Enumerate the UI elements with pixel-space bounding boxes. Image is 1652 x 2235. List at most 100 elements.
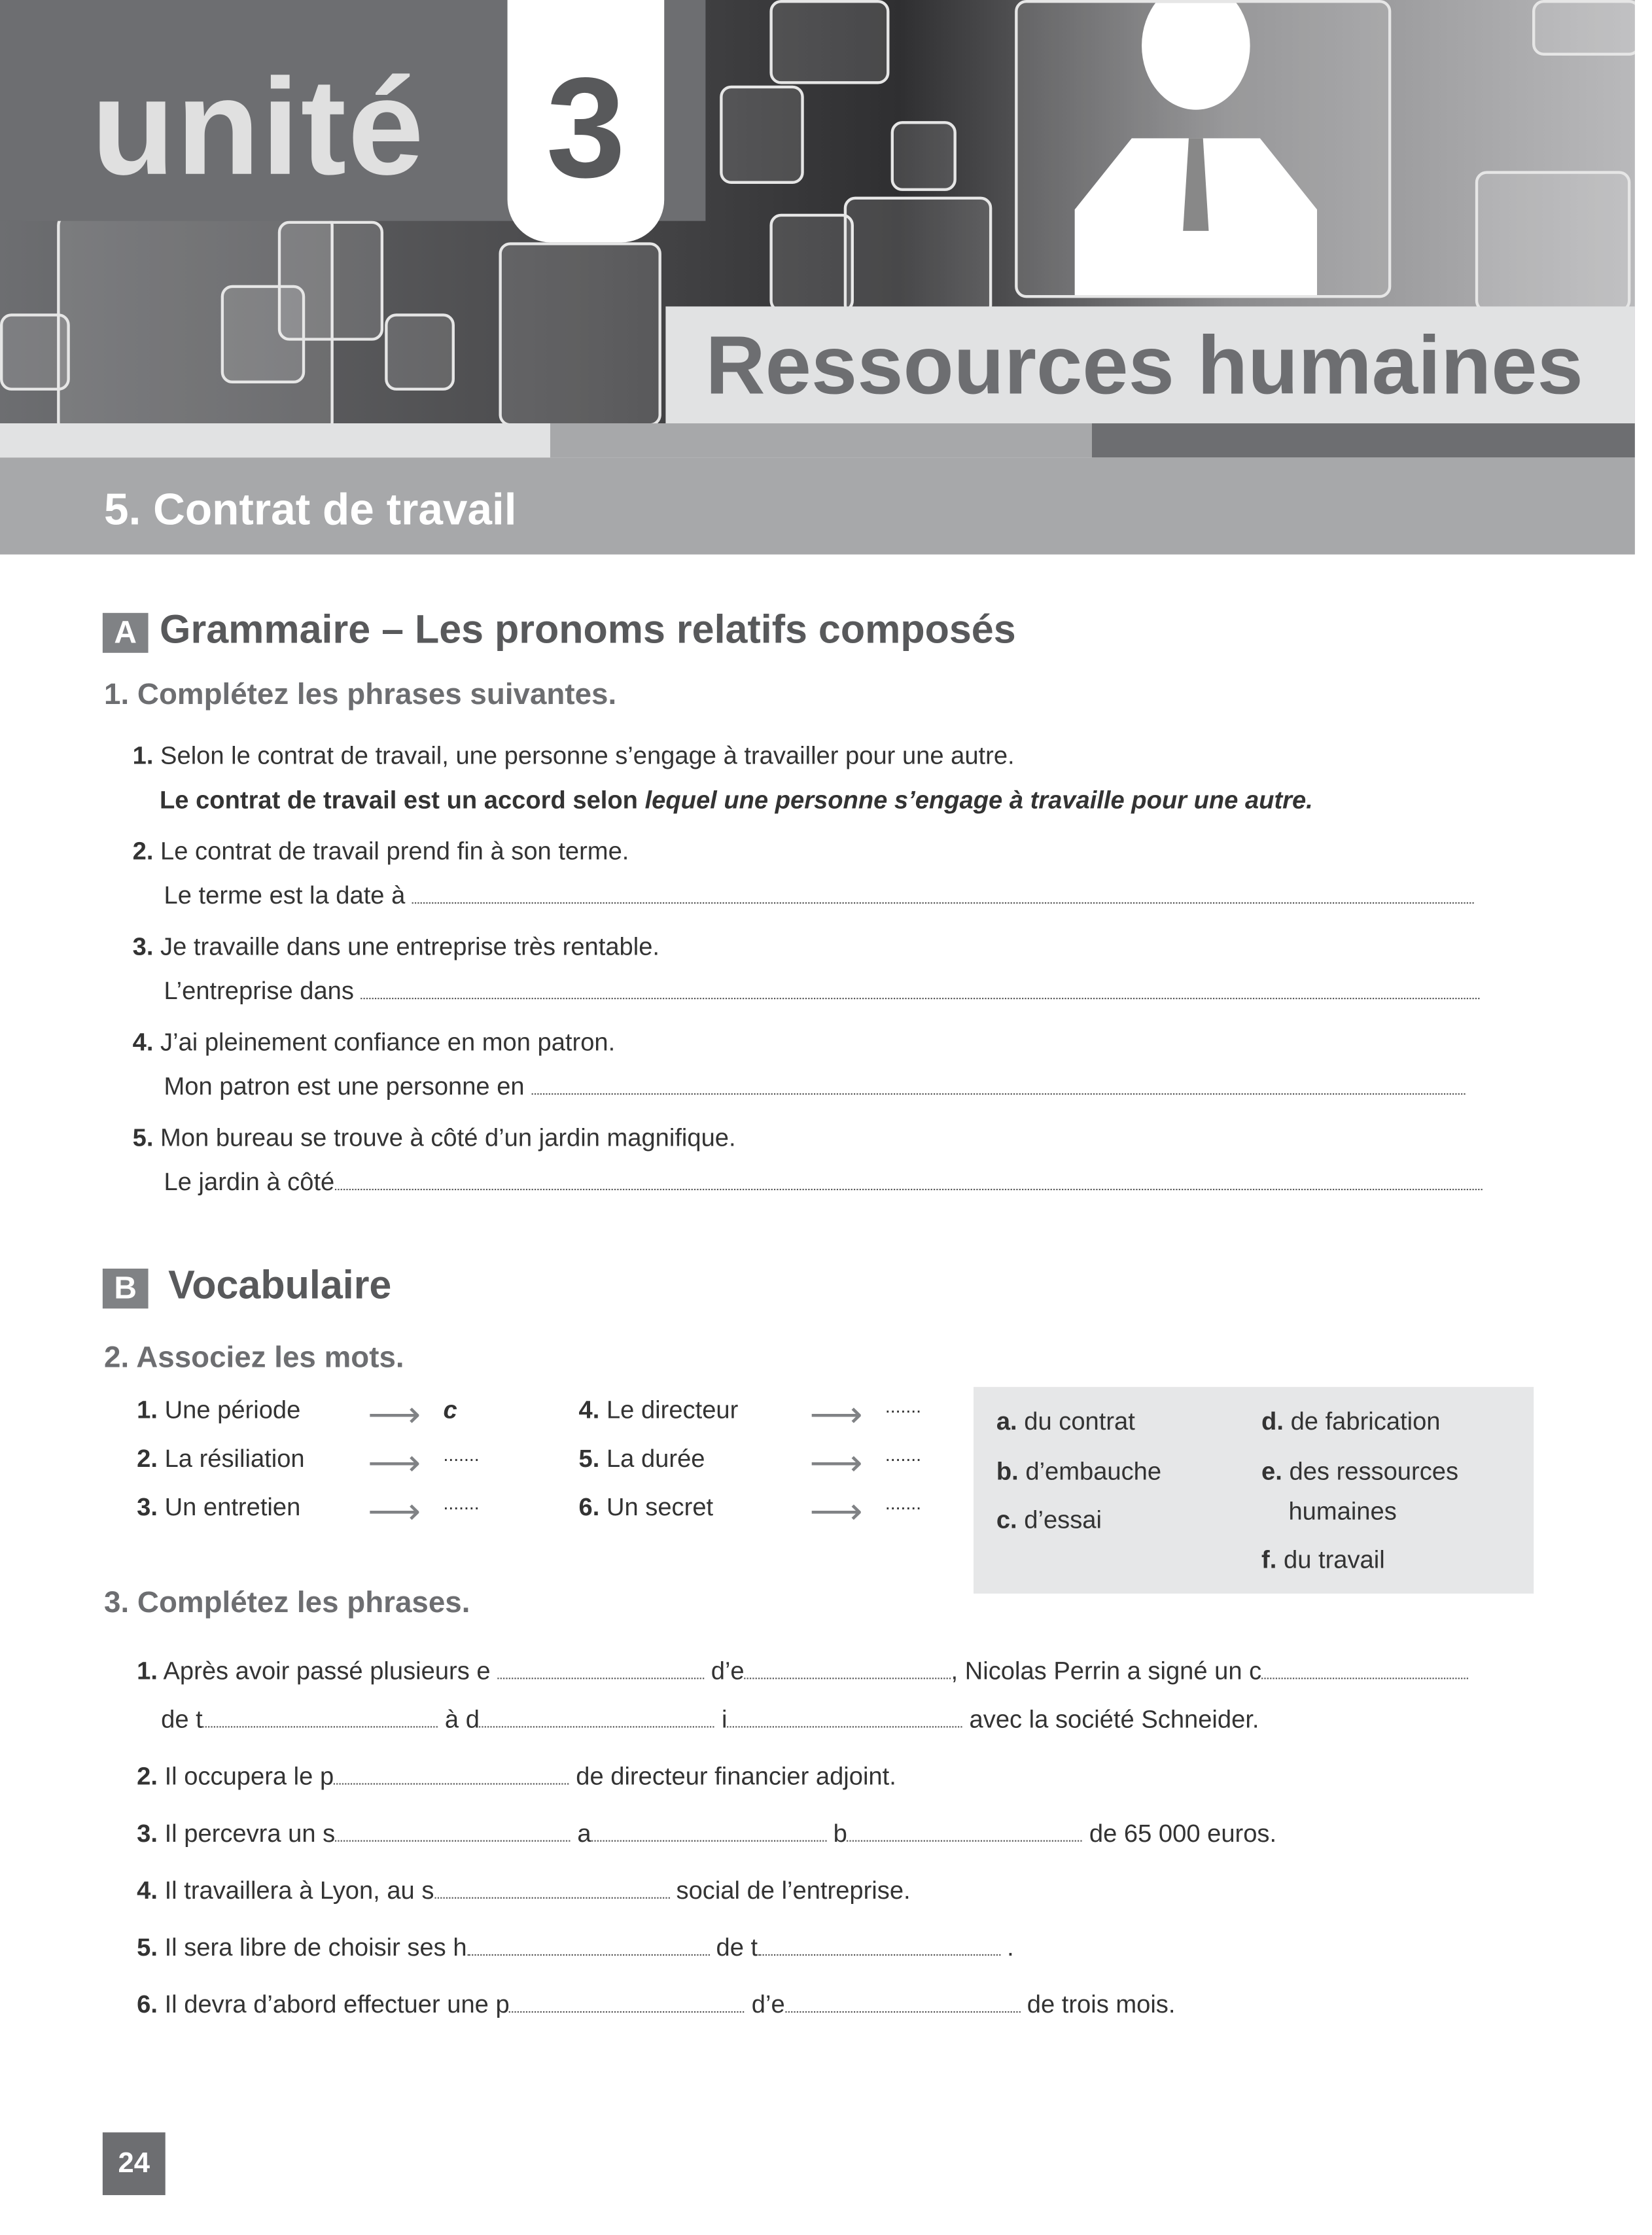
option-letter: e. <box>1261 1456 1282 1486</box>
answer-line[interactable]: Le jardin à côté <box>164 1167 1483 1197</box>
sentence-part: d’e <box>751 1990 785 2018</box>
lesson-title: 5. Contrat de travail <box>104 484 517 535</box>
option-item: f. du travail <box>1261 1545 1385 1575</box>
sentence-part: Il percevra un s <box>164 1818 336 1848</box>
sentence-part: a <box>577 1818 591 1848</box>
sentence-part: Il travaillera à Lyon, au s <box>164 1876 434 1905</box>
blank-field[interactable] <box>412 902 1475 904</box>
item-number: 3. <box>132 932 154 961</box>
blank-field[interactable] <box>334 1188 1483 1191</box>
sentence-part: de directeur financier adjoint. <box>576 1761 896 1791</box>
option-item: e. des ressources <box>1261 1457 1458 1487</box>
arrow-icon: ⟶ <box>809 1392 863 1435</box>
exercise-item: 1. Selon le contrat de travail, une pers… <box>133 741 1015 771</box>
item-number: 3. <box>137 1818 158 1848</box>
checklist-icon <box>277 220 384 341</box>
sentence-part: de trois mois. <box>1027 1990 1176 2018</box>
option-item: d. de fabrication <box>1261 1407 1440 1437</box>
blank-field[interactable] <box>202 1726 438 1728</box>
answer-line[interactable]: Le terme est la date à <box>164 881 1498 911</box>
sentence-part: b <box>833 1818 847 1848</box>
item-number: 1. <box>132 741 154 770</box>
item-text: La durée <box>606 1443 705 1473</box>
item-text: La résiliation <box>164 1443 305 1473</box>
blank-field[interactable] <box>466 1954 709 1956</box>
sentence-part: Il occupera le p <box>164 1761 334 1791</box>
sentence-part: Il sera libre de choisir ses h <box>164 1933 467 1962</box>
item-number: 3. <box>137 1492 158 1521</box>
item-number: 5. <box>137 1933 158 1962</box>
blank-field[interactable] <box>360 998 1480 1000</box>
person-icon <box>220 285 306 384</box>
handshake-icon <box>0 313 70 391</box>
chart-icon <box>769 213 854 313</box>
fill-sentence: 5. Il sera libre de choisir ses h de t . <box>137 1933 1014 1963</box>
blank-field[interactable] <box>591 1840 827 1842</box>
item-number: 4. <box>132 1027 154 1057</box>
option-text: du travail <box>1283 1545 1385 1574</box>
blank-field[interactable] <box>531 1093 1466 1095</box>
section-badge: B <box>102 1268 149 1309</box>
match-item: 6. Un secret <box>579 1492 714 1522</box>
blank-field[interactable] <box>784 2011 1021 2013</box>
blank-field[interactable] <box>434 1897 669 1899</box>
option-text-continued: humaines <box>1288 1496 1397 1526</box>
bar-chart-icon <box>1532 0 1635 56</box>
unit-word: unité <box>91 51 425 204</box>
blank-field[interactable] <box>1261 1678 1469 1680</box>
match-answer[interactable]: ....... <box>885 1395 922 1417</box>
sentence-part: de t <box>161 1704 203 1734</box>
item-number: 2. <box>132 836 154 866</box>
contract-icon <box>499 242 661 424</box>
answer-line[interactable]: Mon patron est une personne en <box>164 1072 1466 1102</box>
presenter-icon <box>385 313 455 391</box>
option-text: du contrat <box>1024 1407 1135 1435</box>
section-title: Vocabulaire <box>168 1263 392 1307</box>
item-number: 1. <box>137 1395 158 1424</box>
arrow-icon: ⟶ <box>809 1489 863 1532</box>
match-item: 3. Un entretien <box>137 1492 300 1522</box>
match-answer[interactable]: ....... <box>443 1492 480 1514</box>
match-answer[interactable]: ....... <box>885 1443 922 1466</box>
item-number: 5. <box>578 1443 600 1473</box>
blank-field[interactable] <box>509 2011 745 2013</box>
exercise-item: 4. J’ai pleinement confiance en mon patr… <box>133 1028 616 1058</box>
item-number: 6. <box>137 1990 158 2018</box>
option-letter: c. <box>996 1505 1017 1534</box>
match-answer[interactable]: c <box>443 1395 457 1424</box>
lesson-band <box>0 457 1635 555</box>
option-letter: a. <box>996 1407 1017 1435</box>
flag-icon <box>843 196 993 317</box>
sentence-part: . <box>1007 1933 1014 1962</box>
divider-strip <box>1091 423 1635 458</box>
blank-field[interactable] <box>479 1726 715 1728</box>
blank-field[interactable] <box>744 1678 951 1680</box>
blank-field[interactable] <box>727 1726 962 1728</box>
item-text: Un secret <box>606 1492 714 1521</box>
item-prompt: Mon patron est une personne en <box>164 1072 525 1100</box>
match-answer[interactable]: ....... <box>443 1443 480 1466</box>
item-number: 2. <box>137 1443 158 1473</box>
businessman-icon <box>1015 0 1392 298</box>
match-answer[interactable]: ....... <box>885 1492 922 1514</box>
item-sentence: J’ai pleinement confiance en mon patron. <box>160 1027 616 1057</box>
unit-title-box <box>665 306 1635 424</box>
sentence-part: d’e <box>711 1656 745 1685</box>
blank-field[interactable] <box>847 1840 1083 1842</box>
answer-italic: lequel une personne s’engage à travaille… <box>644 785 1313 814</box>
blank-field[interactable] <box>335 1840 571 1842</box>
option-letter: b. <box>996 1456 1019 1486</box>
blank-field[interactable] <box>758 1954 1000 1956</box>
item-text: Un entretien <box>164 1492 301 1521</box>
option-text: des ressources <box>1289 1456 1459 1486</box>
blank-field[interactable] <box>334 1783 569 1785</box>
item-number: 4. <box>578 1395 600 1424</box>
unit-number-box <box>507 0 665 243</box>
section-badge: A <box>102 612 149 653</box>
sentence-part: de t <box>716 1933 758 1962</box>
match-item: 4. Le directeur <box>579 1396 739 1426</box>
blank-field[interactable] <box>497 1678 705 1680</box>
answer-line[interactable]: L’entreprise dans <box>164 976 1480 1006</box>
item-sentence: Selon le contrat de travail, une personn… <box>160 741 1015 770</box>
sentence-part: i <box>721 1704 728 1734</box>
